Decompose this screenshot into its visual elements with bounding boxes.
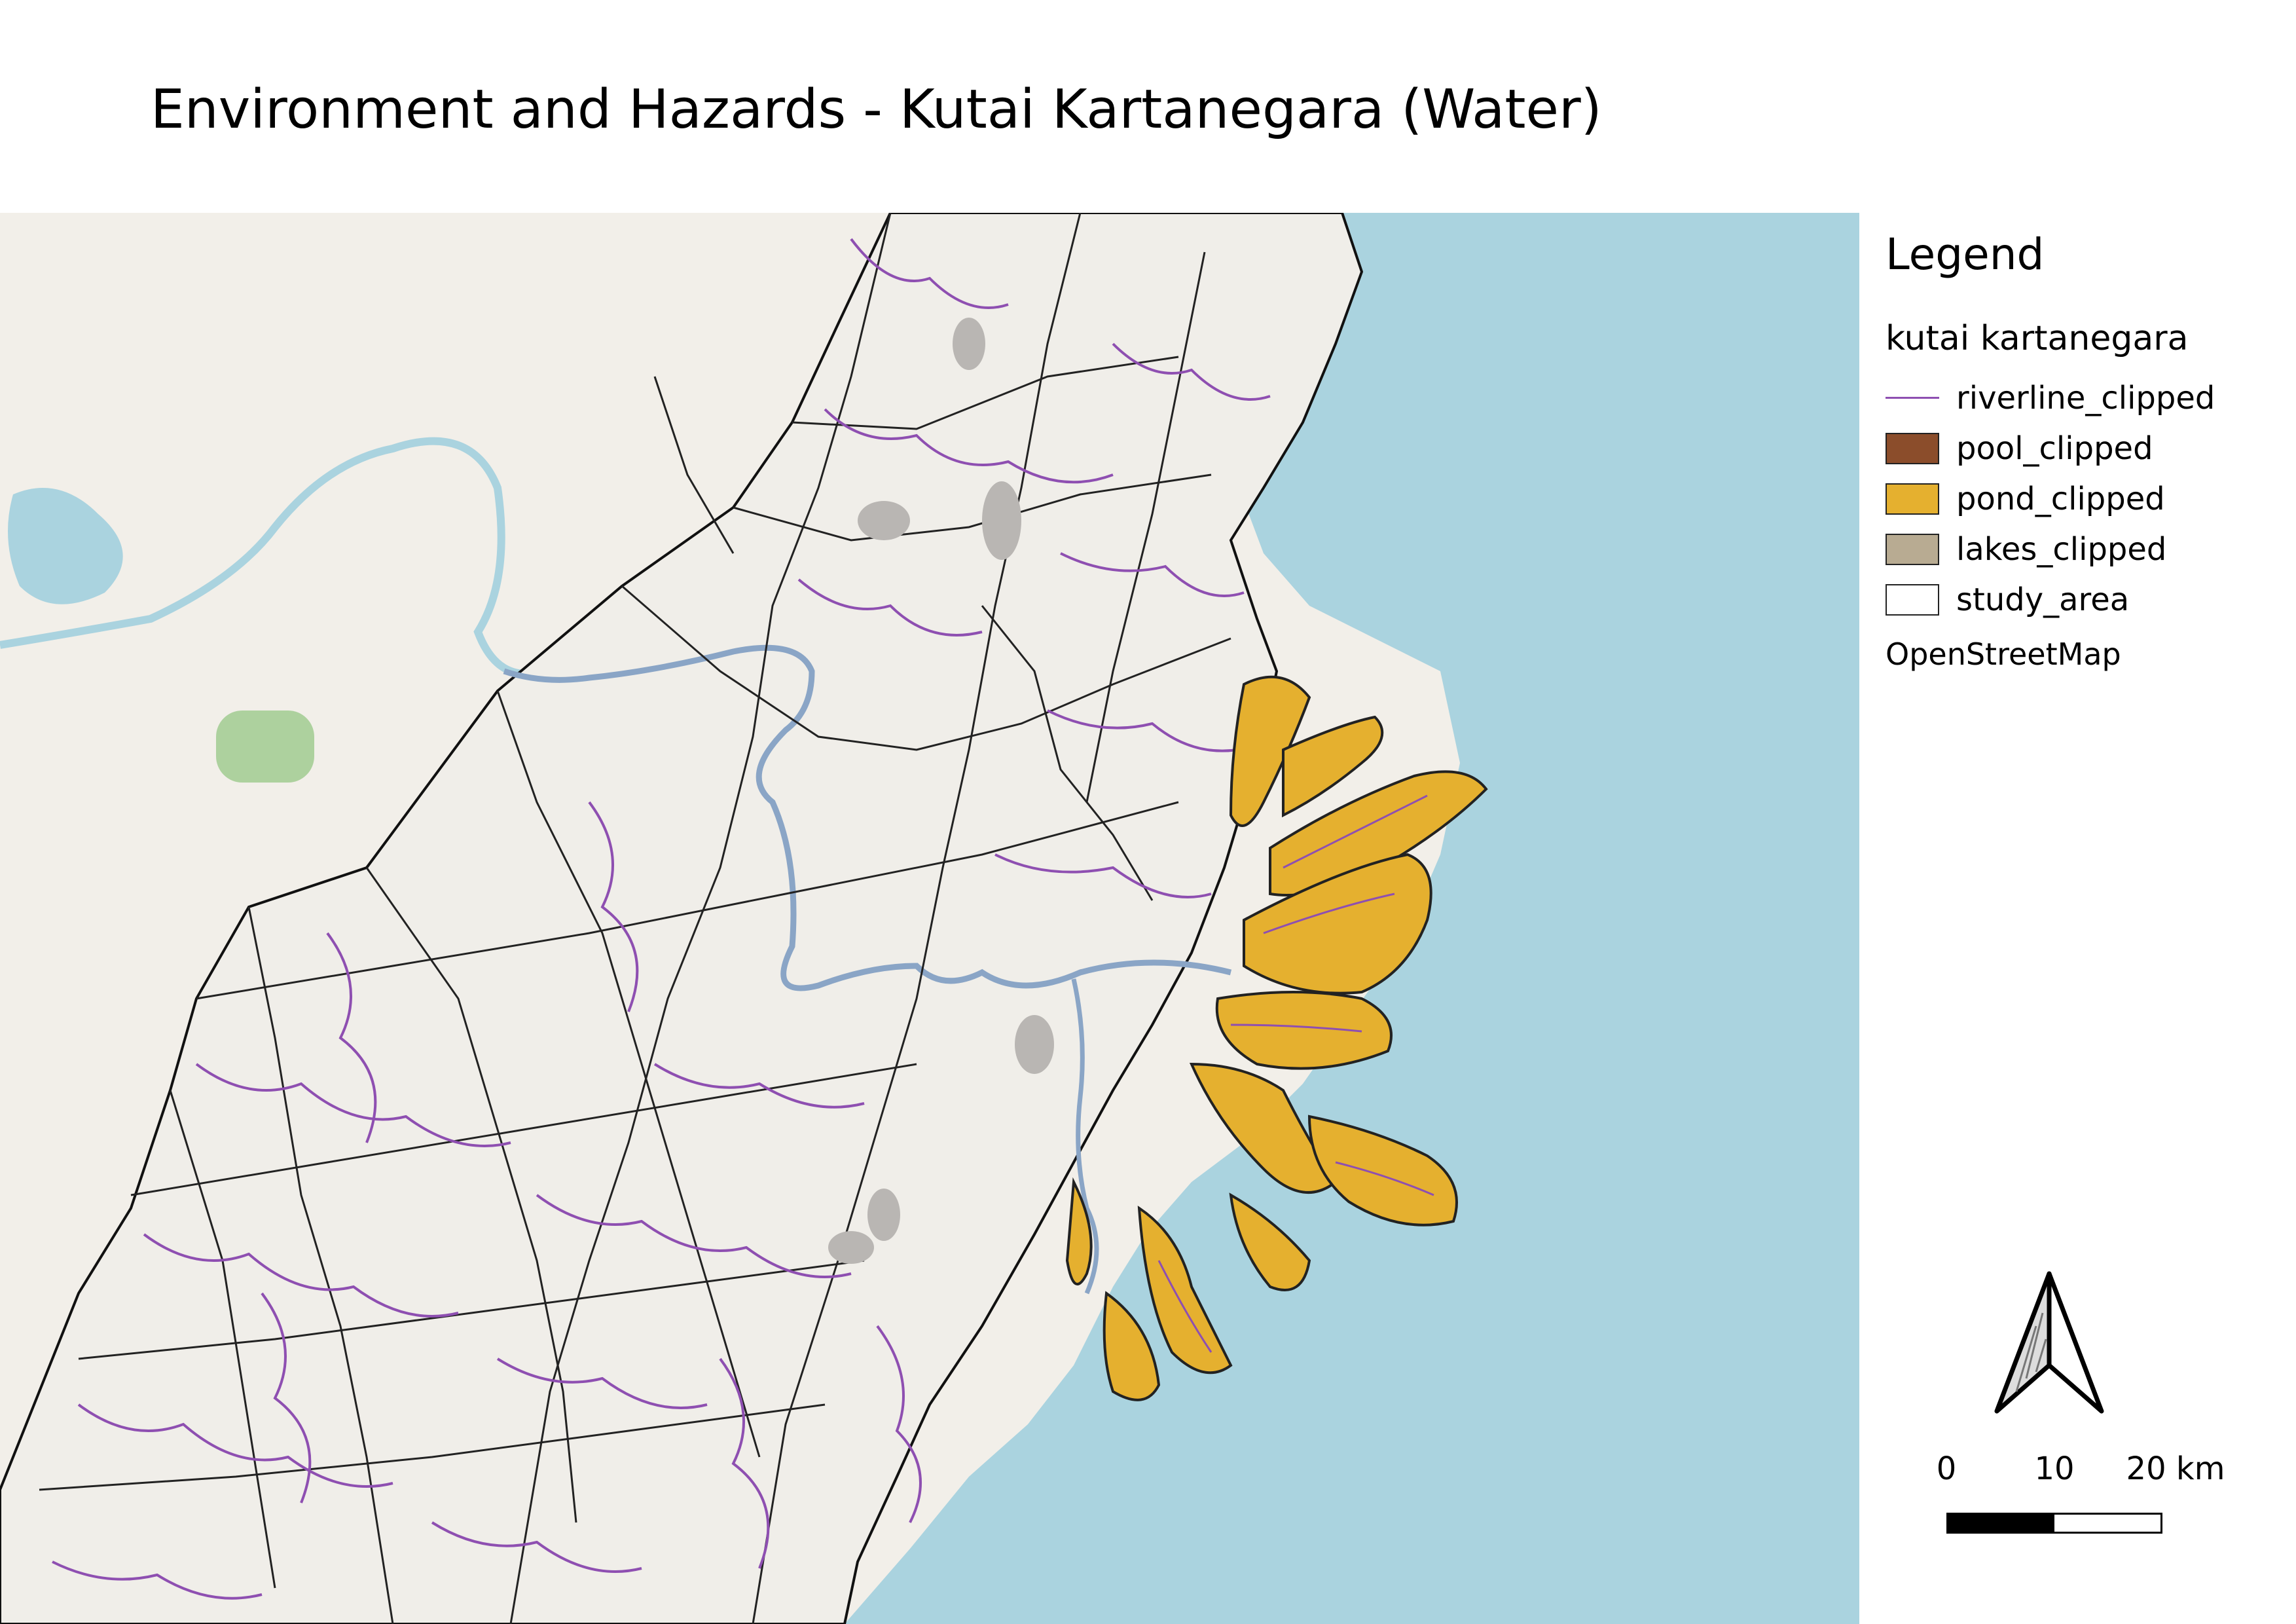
urban-areas <box>828 318 1054 1264</box>
legend: Legend kutai kartanegara riverline_clipp… <box>1886 229 2278 672</box>
north-arrow-icon <box>1990 1267 2108 1427</box>
scale-label-20: 20 km <box>2126 1450 2225 1487</box>
legend-basemap-label: OpenStreetMap <box>1886 637 2121 672</box>
map-title: Environment and Hazards - Kutai Kartaneg… <box>151 79 1602 141</box>
lakes-swatch <box>1886 533 1939 565</box>
basemap-forest <box>216 710 314 783</box>
map-canvas[interactable] <box>0 213 1859 1624</box>
legend-item-study-area: study_area <box>1886 574 2278 625</box>
legend-group-label: kutai kartanegara <box>1886 319 2189 358</box>
legend-item-pond: pond_clipped <box>1886 473 2278 524</box>
pond-delta <box>1065 675 1488 1401</box>
legend-item-label: study_area <box>1956 581 2130 618</box>
legend-title: Legend <box>1886 229 2045 280</box>
scale-bar-black-segment <box>1948 1515 2054 1532</box>
riverline-network <box>52 238 1271 1600</box>
pond-swatch <box>1886 483 1939 515</box>
legend-item-lakes: lakes_clipped <box>1886 524 2278 574</box>
road-network <box>39 213 1231 1624</box>
legend-item-label: lakes_clipped <box>1956 530 2167 568</box>
mahakam-river <box>503 644 1232 991</box>
legend-item-pool: pool_clipped <box>1886 423 2278 473</box>
study-area-swatch <box>1886 583 1939 616</box>
legend-item-riverline: riverline_clipped <box>1886 373 2278 423</box>
scale-label-0: 0 <box>1936 1450 1957 1487</box>
sea <box>845 213 1859 1624</box>
legend-item-label: pond_clipped <box>1956 480 2165 517</box>
pond-channels <box>1157 794 1434 1353</box>
legend-item-label: riverline_clipped <box>1956 379 2215 416</box>
basemap-river <box>0 437 545 678</box>
scale-label-10: 10 <box>2034 1450 2075 1487</box>
scale-bar-graphic <box>1946 1513 2162 1534</box>
mahakam-distributary <box>1071 978 1099 1295</box>
riverline-swatch <box>1886 397 1939 399</box>
map-frame[interactable] <box>0 213 1859 1624</box>
scale-bar: 0 10 20 km <box>1918 1450 2225 1549</box>
legend-item-label: pool_clipped <box>1956 430 2153 467</box>
pool-swatch <box>1886 432 1939 464</box>
basemap-lake <box>8 488 123 604</box>
